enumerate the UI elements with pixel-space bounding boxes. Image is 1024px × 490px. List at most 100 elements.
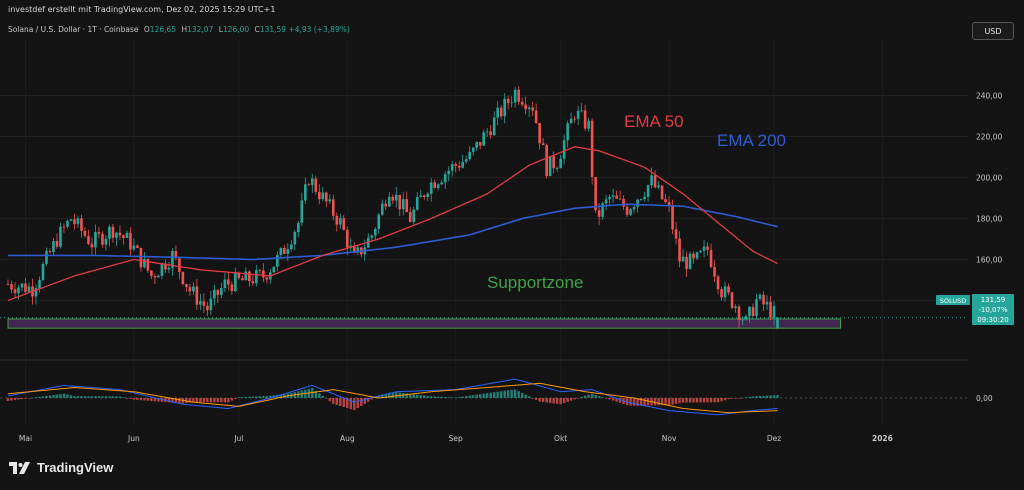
candle <box>510 95 513 108</box>
candle-body <box>506 98 510 103</box>
candle-body <box>503 98 506 117</box>
histogram-bar <box>160 398 164 402</box>
candle-body <box>520 101 524 105</box>
candle <box>713 260 716 282</box>
histogram-bar <box>195 398 199 403</box>
histogram-bar <box>447 397 450 398</box>
candle-body <box>667 202 671 205</box>
candle-body <box>146 258 150 271</box>
candle-body <box>674 229 678 239</box>
candle <box>457 160 461 172</box>
candle <box>255 265 258 287</box>
candle <box>317 184 321 205</box>
candle <box>541 137 545 146</box>
candle <box>234 267 237 293</box>
candle-body <box>283 248 286 254</box>
histogram-bar <box>370 398 373 400</box>
candle-body <box>373 228 377 236</box>
tradingview-logo[interactable]: TradingView <box>8 460 113 475</box>
candle <box>258 268 262 274</box>
histogram-bar <box>90 396 94 398</box>
candle <box>440 179 444 186</box>
histogram-bar <box>772 395 776 398</box>
candle <box>433 179 437 189</box>
histogram-bar <box>629 398 632 406</box>
candle <box>59 222 62 249</box>
histogram-bar <box>10 398 13 401</box>
candle-body <box>471 147 475 152</box>
candle <box>38 276 41 293</box>
candle-body <box>475 142 478 148</box>
price-badge <box>972 294 1014 325</box>
candle <box>559 154 562 169</box>
histogram-bar <box>671 398 674 405</box>
candle-body <box>248 271 251 282</box>
candle-body <box>150 270 153 277</box>
histogram-bar <box>737 398 741 399</box>
candle <box>755 293 758 320</box>
candle <box>34 284 38 305</box>
close-label: C <box>254 25 260 34</box>
candle-body <box>220 288 223 296</box>
candle <box>314 175 318 195</box>
candle <box>636 198 639 213</box>
candle <box>209 290 213 315</box>
histogram-bar <box>664 398 667 406</box>
candle <box>164 259 167 273</box>
histogram-bar <box>538 398 541 402</box>
candle <box>741 316 744 326</box>
histogram-bar <box>765 395 769 398</box>
candle <box>464 155 468 164</box>
candle-body <box>646 185 650 197</box>
histogram-bar <box>730 398 734 399</box>
candle <box>758 293 762 301</box>
histogram-bar <box>255 396 258 398</box>
candle-body <box>447 170 451 175</box>
candle <box>601 201 604 220</box>
candle-body <box>664 199 667 203</box>
candle-body <box>178 258 181 272</box>
candle-body <box>129 232 132 250</box>
candle-body <box>692 253 695 259</box>
candle-body <box>538 123 541 144</box>
histogram-bar <box>104 396 108 398</box>
candle-body <box>615 195 618 199</box>
candle <box>171 248 174 276</box>
candle-body <box>377 214 381 229</box>
candle <box>751 303 755 317</box>
candle <box>192 282 195 295</box>
candle <box>13 282 17 298</box>
candle <box>702 239 706 258</box>
candle-body <box>185 284 188 287</box>
histogram-bar <box>475 394 478 398</box>
candle <box>657 181 660 190</box>
candle-body <box>153 276 157 278</box>
y-tick-label: 240,00 <box>976 92 1002 101</box>
histogram-bar <box>524 394 527 398</box>
candle-body <box>713 266 716 277</box>
candle-body <box>401 199 405 210</box>
candle <box>279 247 283 259</box>
y-tick-label: 160,00 <box>976 256 1002 265</box>
histogram-bar <box>276 394 279 398</box>
candle <box>230 281 234 295</box>
candle-body <box>328 199 332 202</box>
candle-body <box>601 203 604 217</box>
time-axis[interactable]: Mai Jun Jul Aug Sep Okt Nov Dez 2026 <box>19 434 893 443</box>
candle-body <box>304 184 307 201</box>
symbol-title[interactable]: Solana / U.S. Dollar · 1T · Coinbase <box>8 25 139 34</box>
candle <box>52 238 55 256</box>
histogram-bar <box>339 398 342 406</box>
candle <box>115 231 118 246</box>
candle <box>639 198 643 202</box>
histogram-bar <box>384 394 387 398</box>
currency-button[interactable]: USD <box>972 22 1014 40</box>
candle-body <box>202 301 206 306</box>
histogram-bar <box>503 390 506 398</box>
candle <box>90 237 94 255</box>
candle <box>569 112 573 124</box>
histogram-bar <box>167 398 171 403</box>
candle <box>664 193 667 204</box>
